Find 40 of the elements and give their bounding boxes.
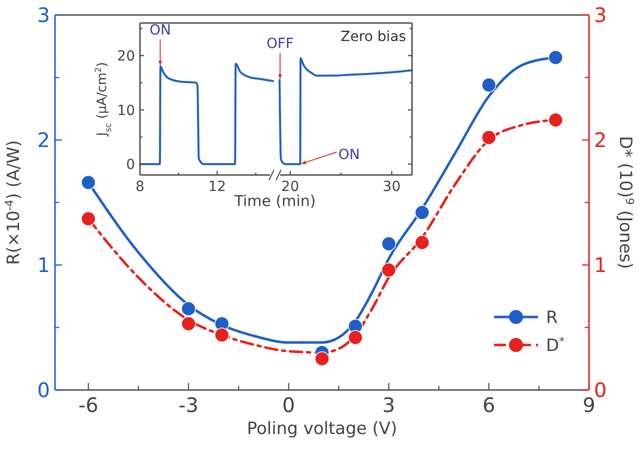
y-tick-label: 10 xyxy=(117,102,135,119)
point xyxy=(214,328,230,342)
y-tick-label: 1 xyxy=(37,253,50,278)
x-tick-label: 3 xyxy=(382,393,396,417)
point xyxy=(80,211,96,226)
point xyxy=(381,236,396,252)
y2-tick-label: 3 xyxy=(594,3,607,28)
point xyxy=(181,316,196,332)
annotation: Zero bias xyxy=(340,29,406,45)
point xyxy=(548,112,564,128)
point xyxy=(548,50,564,65)
legend-label: D$^{*}$ xyxy=(546,334,566,356)
y2-tick-label: 1 xyxy=(594,253,607,278)
point xyxy=(80,175,96,190)
y-tick-label: 0 xyxy=(126,157,135,174)
legend-label: R xyxy=(546,308,558,328)
y-tick-label: 3 xyxy=(37,3,50,28)
point xyxy=(314,351,330,366)
annotation: OFF xyxy=(266,36,294,52)
x-axis-title: Poling voltage (V) xyxy=(246,419,398,439)
x-tick-label: -6 xyxy=(78,393,98,417)
annotation: ON xyxy=(338,147,360,164)
x-tick-label: 30 xyxy=(382,179,401,195)
point xyxy=(481,78,496,92)
y2-tick-label: 2 xyxy=(594,128,607,152)
y-tick-label: 2 xyxy=(37,128,50,152)
y-tick-label: 20 xyxy=(117,48,135,65)
x-tick-label: 8 xyxy=(136,179,144,195)
x-tick-label: -3 xyxy=(178,393,198,417)
annotation: ON xyxy=(150,22,171,38)
point xyxy=(181,301,196,316)
x-tick-label: 9 xyxy=(582,393,596,417)
point xyxy=(381,262,396,278)
point xyxy=(414,235,430,250)
point xyxy=(348,330,363,345)
x-tick-label: 0 xyxy=(282,393,295,417)
point xyxy=(414,205,430,220)
x-tick-label: 6 xyxy=(482,393,496,417)
point xyxy=(481,130,496,145)
x-tick-label: 12 xyxy=(208,179,226,195)
